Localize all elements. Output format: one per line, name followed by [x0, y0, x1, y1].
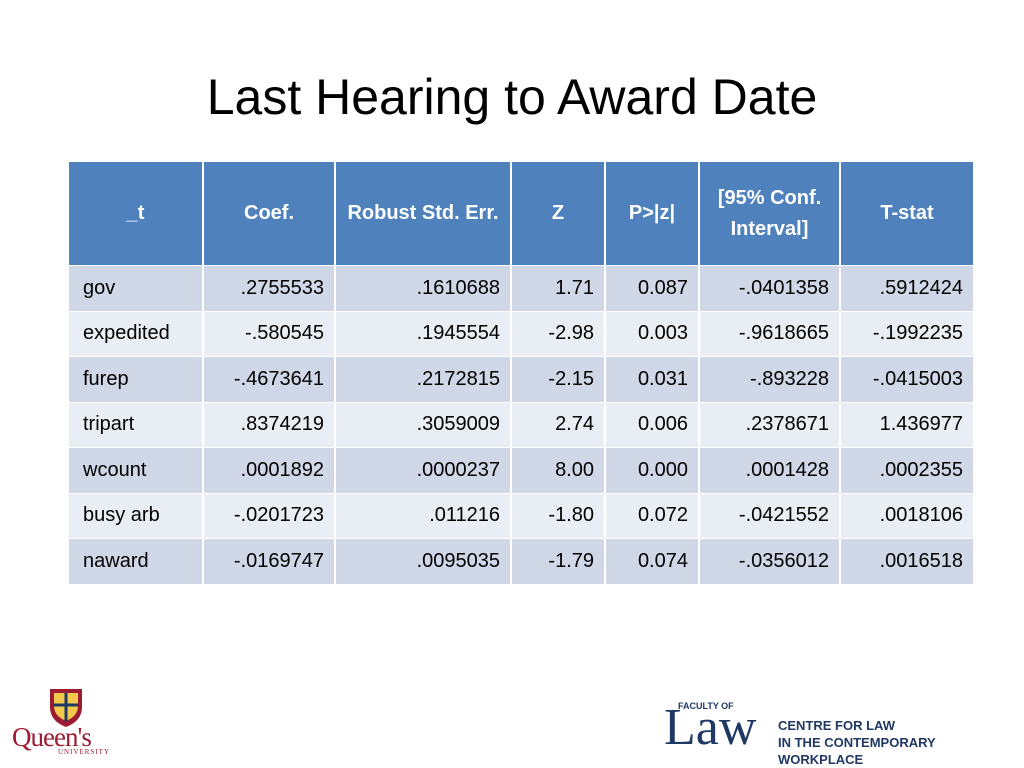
header-cell: P>|z|	[605, 162, 700, 266]
table-row: busy arb -.0201723.011216 -1.80 0.072 -.0421…	[69, 492, 973, 539]
header-row: _t Coef. Robust Std. Err. Z P>|z| [95% Conf. …	[69, 162, 973, 266]
table-cell: 0.031	[605, 356, 700, 402]
table-cell: -.580545	[203, 310, 336, 357]
results-table: _t Coef. Robust Std. Err. Z P>|z| [95% Conf. …	[69, 162, 973, 584]
header-cell: _t	[69, 162, 204, 266]
table-row: tripart .8374219.3059009 2.74 0.006.2378671…	[69, 401, 973, 448]
table-cell: .1945554	[335, 310, 512, 357]
table-cell: .1610688	[335, 265, 512, 311]
table-cell: 0.000	[605, 447, 700, 493]
table-cell: -.9618665	[699, 310, 841, 357]
crest	[50, 689, 82, 727]
table-cell: 2.74	[511, 401, 606, 448]
table-cell: .5912424	[840, 265, 973, 311]
table-cell: 8.00	[511, 447, 606, 493]
header-cell: Z	[511, 162, 606, 266]
table-body: gov .2755533.1610688 1.71 0.087 -.0401358.59…	[69, 265, 973, 584]
table-cell: .0018106	[840, 492, 973, 539]
table-cell: .011216	[335, 492, 512, 539]
table-cell: .8374219	[203, 401, 336, 448]
header-cell: Robust Std. Err.	[335, 162, 512, 266]
row-label: gov	[69, 265, 204, 311]
table-cell: -.4673641	[203, 356, 336, 402]
table-cell: .0001428	[699, 447, 841, 493]
centre-label: CENTRE FOR LAW IN THE CONTEMPORARY WORKP…	[778, 717, 1024, 768]
table-cell: -.0356012	[699, 538, 841, 584]
table-cell: .0095035	[335, 538, 512, 584]
header-cell: Coef.	[203, 162, 336, 266]
table-cell: .3059009	[335, 401, 512, 448]
table-cell: -1.79	[511, 538, 606, 584]
table-cell: .0000237	[335, 447, 512, 493]
table-row: expedited -.580545.1945554 -2.98 0.003 -.961…	[69, 310, 973, 357]
row-label: expedited	[69, 310, 204, 357]
table-cell: -2.15	[511, 356, 606, 402]
header-cell: T-stat	[840, 162, 973, 266]
row-label: naward	[69, 538, 204, 584]
table-cell: 0.074	[605, 538, 700, 584]
table-cell: 0.006	[605, 401, 700, 448]
table-cell: -1.80	[511, 492, 606, 539]
queens-name: Queen's	[12, 722, 92, 752]
table-cell: -.893228	[699, 356, 841, 402]
table-row: naward -.0169747.0095035 -1.79 0.074 -.03560…	[69, 538, 973, 584]
table-cell: -.0421552	[699, 492, 841, 539]
table-cell: .0001892	[203, 447, 336, 493]
table-cell: 0.072	[605, 492, 700, 539]
table-cell: .0002355	[840, 447, 973, 493]
table-row: gov .2755533.1610688 1.71 0.087 -.0401358.59…	[69, 265, 973, 311]
table-cell: -.0401358	[699, 265, 841, 311]
table-cell: -.0415003	[840, 356, 973, 402]
table-row: furep -.4673641.2172815 -2.15 0.031 -.893228…	[69, 356, 973, 402]
header-cell: [95% Conf. Interval]	[699, 162, 841, 266]
table-cell: -.1992235	[840, 310, 973, 357]
table-cell: -.0201723	[203, 492, 336, 539]
centre-line: CENTRE FOR LAW	[778, 718, 895, 733]
row-label: busy arb	[69, 492, 204, 539]
table-cell: 0.087	[605, 265, 700, 311]
slide-title: Last Hearing to Award Date	[206, 69, 818, 125]
queens-sub: UNIVERSITY	[58, 748, 110, 756]
table-cell: .2172815	[335, 356, 512, 402]
table-cell: -.0169747	[203, 538, 336, 584]
row-label: tripart	[69, 401, 204, 448]
table-cell: .0016518	[840, 538, 973, 584]
table-cell: -2.98	[511, 310, 606, 357]
table-cell: .2755533	[203, 265, 336, 311]
table-cell: 0.003	[605, 310, 700, 357]
table-cell: 1.436977	[840, 401, 973, 448]
table-cell: .2378671	[699, 401, 841, 448]
table-cell: 1.71	[511, 265, 606, 311]
table-row: wcount .0001892.0000237 8.00 0.000.0001428.…	[69, 447, 973, 493]
faculty-label: FACULTY OF	[678, 701, 734, 711]
law-logo: Law	[664, 699, 757, 756]
workplace-line: IN THE CONTEMPORARY WORKPLACE	[778, 735, 936, 767]
row-label: wcount	[69, 447, 204, 493]
row-label: furep	[69, 356, 204, 402]
